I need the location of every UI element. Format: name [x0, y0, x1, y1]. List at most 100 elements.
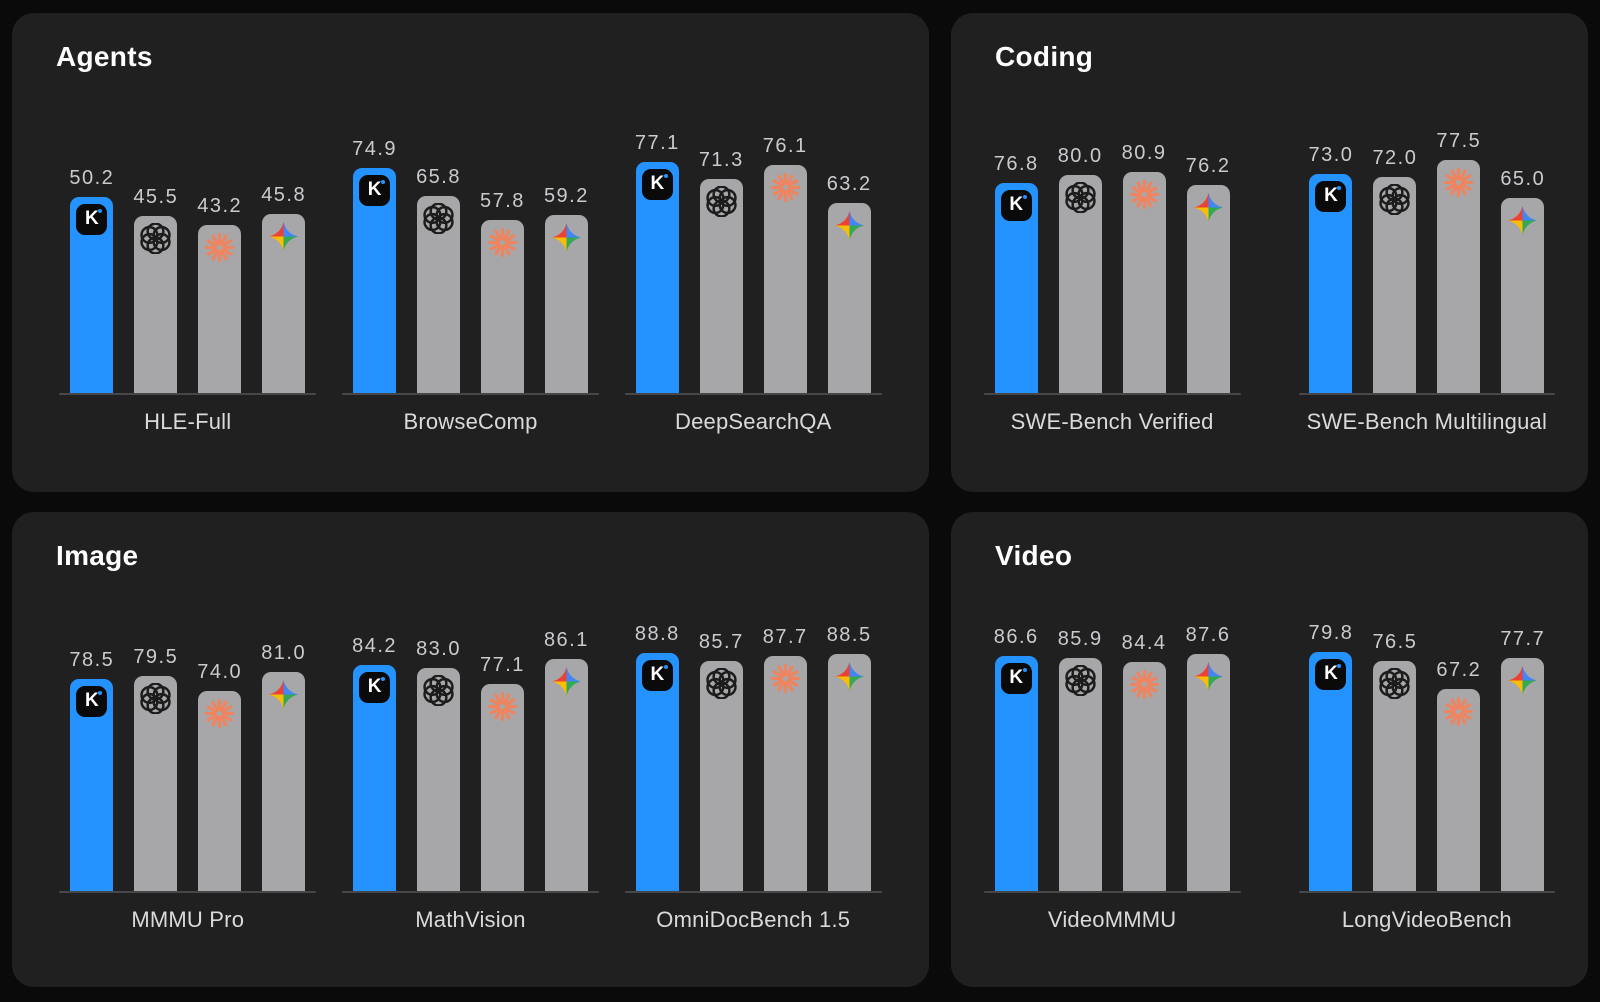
bar-value-label: 45.5	[133, 186, 179, 208]
claude-starburst-icon	[205, 232, 235, 263]
axis-line	[983, 891, 1241, 893]
bar-openai	[699, 661, 743, 891]
bar-column: 57.8	[480, 190, 525, 393]
bar-column: 81.0	[261, 642, 306, 891]
claude-starburst-icon	[487, 691, 518, 722]
kimi-k-dot	[663, 665, 668, 669]
bar-claude-starburst	[763, 656, 807, 891]
bar-value-label: 77.7	[1500, 628, 1546, 650]
bar-value-label: 83.0	[416, 638, 461, 660]
benchmark-group: 77.1 K 71.3 76.1 63.2 DeepSearchQA	[624, 113, 882, 435]
kimi-k-letter: K	[1324, 663, 1338, 684]
bar-value-label: 72.0	[1372, 147, 1418, 169]
bar-column: 59.2	[544, 185, 589, 393]
openai-icon	[423, 675, 454, 706]
bar-value-label: 88.5	[826, 624, 872, 646]
bar-kimi: K	[1309, 174, 1353, 393]
kimi-k-dot	[1022, 195, 1027, 199]
bar-value-label: 77.1	[480, 654, 525, 676]
kimi-k-icon: K	[76, 686, 108, 717]
bar-value-label: 59.2	[543, 185, 589, 207]
bar-column: 74.0	[197, 661, 242, 891]
kimi-k-icon: K	[1315, 659, 1347, 690]
bar-value-label: 84.2	[352, 635, 398, 657]
bar-value-label: 71.3	[698, 149, 744, 171]
bar-column: 80.0	[1058, 145, 1103, 393]
panel-title: Agents	[56, 41, 153, 72]
bar-kimi: K	[353, 168, 397, 393]
bar-value-label: 80.9	[1121, 142, 1167, 164]
bar-value-label: 86.6	[993, 626, 1039, 648]
bar-column: 71.3	[699, 149, 744, 393]
bar-column: 84.2 K	[352, 635, 397, 891]
axis-line	[59, 393, 317, 395]
kimi-k-dot	[98, 691, 103, 695]
bar-openai	[699, 179, 743, 393]
bar-openai	[1373, 177, 1417, 393]
bar-column: 65.8	[416, 166, 461, 393]
bar-column: 85.9	[1058, 628, 1103, 891]
bar-column: 76.5	[1372, 631, 1417, 891]
bar-column: 72.0	[1372, 147, 1417, 393]
gemini-star-icon	[1508, 205, 1538, 236]
gemini-star-icon	[551, 666, 581, 697]
bar-openai	[417, 196, 461, 393]
kimi-k-icon: K	[1000, 663, 1032, 694]
bar-row: 76.8 K 80.0 80.9 76.2	[984, 113, 1241, 393]
bar-gemini-star	[1501, 198, 1545, 393]
panel-title: Image	[56, 540, 139, 571]
panel-video: Video 86.6 K 85.9 84.4 87.6 VideoMMMU 79.8 K 76.5…	[951, 512, 1588, 987]
kimi-k-icon: K	[359, 672, 391, 703]
claude-starburst-icon	[1444, 167, 1474, 198]
bar-value-label: 84.4	[1121, 632, 1167, 654]
bar-row: 84.2 K 83.0 77.1 86.1	[342, 611, 599, 891]
kimi-k-letter: K	[1009, 194, 1024, 215]
panel-image: Image 78.5 K 79.5 74.0 81.0 MMMU Pro 84.2 K 83.0 7…	[12, 512, 929, 987]
kimi-k-letter: K	[367, 179, 382, 200]
bar-column: 84.4	[1122, 632, 1167, 891]
bar-kimi: K	[353, 665, 397, 891]
panel-agents: Agents 50.2 K 45.5 43.2 45.8 HLE-Full 74.9 K 65.8…	[12, 13, 929, 492]
bar-chart: 76.8 K 80.0 80.9 76.2 SWE-Bench Verified 73.0 K…	[951, 113, 1588, 435]
panel-title: Video	[995, 540, 1073, 571]
bar-column: 76.2	[1186, 155, 1231, 393]
bar-kimi: K	[994, 656, 1038, 891]
bar-value-label: 74.9	[352, 138, 398, 160]
gemini-star-icon	[269, 679, 299, 710]
benchmark-group: 79.8 K 76.5 67.2 77.7 LongVideoBench	[1298, 611, 1556, 933]
bar-gemini-star	[1501, 658, 1545, 891]
bar-column: 78.5 K	[69, 649, 114, 891]
bar-openai	[1058, 175, 1102, 393]
bar-value-label: 85.7	[698, 631, 744, 653]
kimi-k-icon: K	[641, 660, 673, 691]
openai-icon	[423, 203, 454, 234]
claude-starburst-icon	[487, 227, 518, 258]
bar-claude-starburst	[480, 684, 524, 891]
bar-claude-starburst	[1122, 662, 1166, 891]
bar-gemini-star	[1186, 185, 1230, 393]
bar-value-label: 79.8	[1308, 622, 1354, 644]
benchmark-label: HLE-Full	[144, 409, 232, 434]
kimi-k-letter: K	[84, 208, 99, 229]
bar-value-label: 76.8	[993, 153, 1039, 175]
bar-row: 74.9 K 65.8 57.8 59.2	[342, 113, 599, 393]
bar-claude-starburst	[198, 225, 242, 393]
bar-value-label: 74.0	[197, 661, 243, 683]
kimi-k-icon: K	[76, 204, 108, 235]
openai-icon	[1379, 668, 1411, 699]
bar-row: 73.0 K 72.0 77.5 65.0	[1299, 113, 1556, 393]
bar-gemini-star	[827, 203, 871, 393]
bar-claude-starburst	[480, 220, 524, 393]
benchmark-label: SWE-Bench Multilingual	[1306, 409, 1548, 434]
bar-openai	[417, 668, 461, 891]
openai-icon	[1379, 184, 1411, 215]
bar-column: 73.0 K	[1309, 144, 1354, 393]
bar-row: 50.2 K 45.5 43.2 45.8	[59, 113, 316, 393]
bar-column: 63.2	[827, 173, 872, 393]
bar-column: 43.2	[197, 195, 242, 393]
bar-value-label: 65.0	[1500, 168, 1546, 190]
benchmark-label: VideoMMMU	[1047, 907, 1177, 932]
bar-column: 74.9 K	[352, 138, 397, 393]
bar-value-label: 79.5	[133, 646, 179, 668]
bar-column: 45.8	[261, 184, 306, 393]
